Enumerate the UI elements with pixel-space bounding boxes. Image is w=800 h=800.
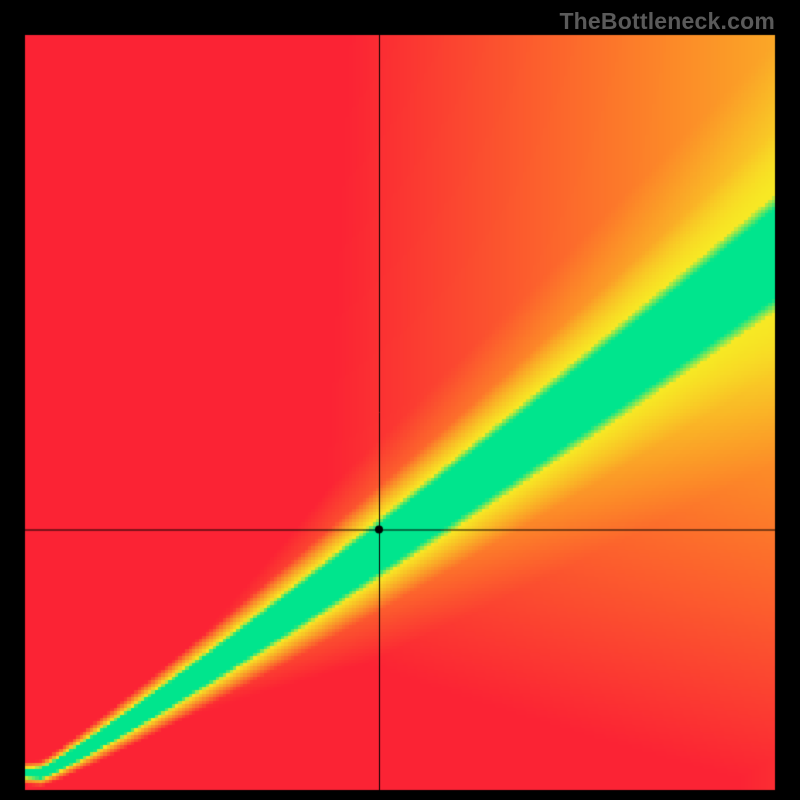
bottleneck-heatmap	[0, 0, 800, 800]
chart-container: TheBottleneck.com	[0, 0, 800, 800]
watermark-text: TheBottleneck.com	[559, 8, 775, 35]
